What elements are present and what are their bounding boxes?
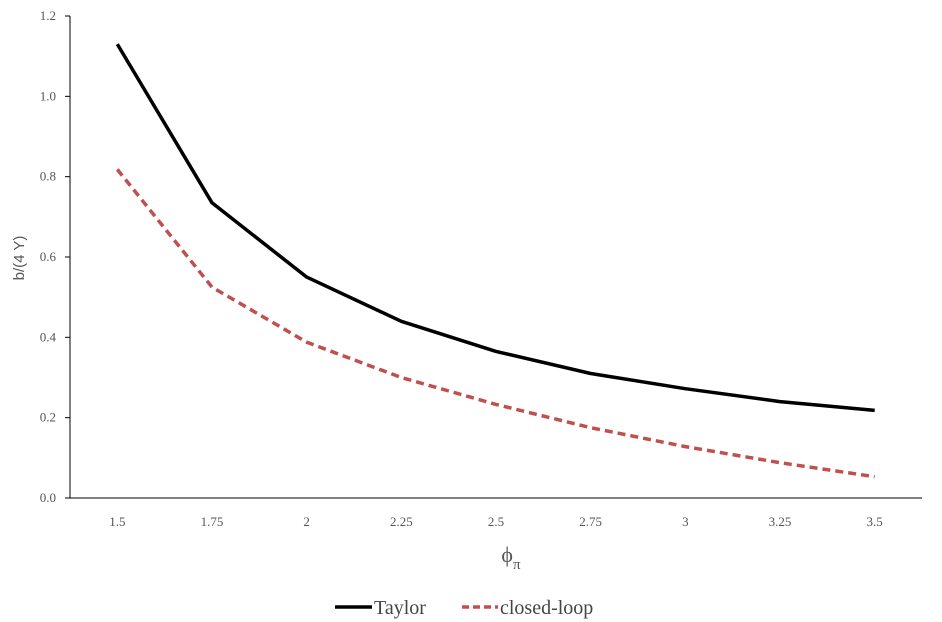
y-tick-label: 0.8: [40, 169, 56, 184]
series-layer: [115, 43, 875, 479]
y-tick-label: 1.0: [40, 88, 56, 103]
y-axis-label: b/(4 Y): [11, 236, 28, 281]
x-tick-label: 1.75: [201, 514, 224, 529]
y-tick-label: 0.6: [40, 249, 57, 264]
x-tick-label: 2.5: [488, 514, 504, 529]
legend: Taylor closed-loop: [335, 597, 593, 619]
x-tick-label: 1.5: [109, 514, 125, 529]
y-tick-label: 0.4: [40, 329, 57, 344]
series-line-closed-loop: [115, 168, 875, 479]
axes-layer: [65, 15, 922, 499]
legend-label-taylor: Taylor: [374, 597, 426, 619]
x-tick-label: 2: [303, 514, 310, 529]
x-axis-label: ϕπ: [501, 542, 521, 573]
series-line-taylor: [115, 43, 875, 413]
y-tick-label: 1.2: [40, 8, 56, 23]
x-tick-label: 2.75: [579, 514, 602, 529]
x-tick-label: 3.25: [769, 514, 792, 529]
x-axis-label-base: ϕ: [501, 542, 513, 567]
legend-label-closed-loop: closed-loop: [500, 597, 593, 619]
x-tick-label: 3.5: [867, 514, 883, 529]
x-axis-label-subscript: π: [513, 557, 521, 573]
y-tick-label: 0.2: [40, 410, 56, 425]
y-tick-label: 0.0: [40, 490, 56, 505]
x-tick-label: 3: [682, 514, 689, 529]
x-tick-label: 2.25: [390, 514, 413, 529]
y-tick-labels: 0.0 0.2 0.4 0.6 0.8 1.0 1.2: [40, 8, 57, 505]
x-tick-labels: 1.5 1.75 2 2.25 2.5 2.75 3 3.25 3.5: [109, 514, 883, 529]
